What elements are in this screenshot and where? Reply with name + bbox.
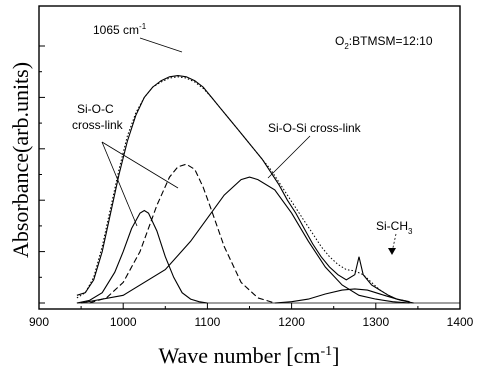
sich3-label: Si-CH3 xyxy=(376,219,413,236)
sioc-pointer-b xyxy=(101,141,179,189)
x-tick-label: 1400 xyxy=(447,315,474,329)
series-line-2 xyxy=(76,76,410,303)
y-axis-title: Absorbance(arb.units) xyxy=(8,62,33,258)
sich3-pointer xyxy=(391,233,397,253)
x-axis-title: Wave number [cm-1] xyxy=(159,343,340,368)
siosi-pointer xyxy=(267,135,311,179)
sich3-arrowhead xyxy=(388,248,396,255)
sioc-pointer-a xyxy=(101,141,138,227)
x-tick-label: 1100 xyxy=(194,315,220,329)
sioc-label-line2: cross-link xyxy=(72,118,124,132)
peak-label: 1065 cm-1 xyxy=(93,22,147,37)
y-ticks xyxy=(39,45,45,304)
x-tick-label: 1200 xyxy=(278,315,305,329)
x-tick-label: 1300 xyxy=(362,315,389,329)
series-group xyxy=(76,75,460,304)
series-line-6 xyxy=(274,288,414,304)
siosi-label: Si-O-Si cross-link xyxy=(268,121,362,135)
x-tick-label: 900 xyxy=(29,315,49,329)
series-line-4 xyxy=(89,163,275,304)
peak-pointer xyxy=(139,37,183,53)
plot-frame xyxy=(38,5,461,310)
x-tick-label: 1000 xyxy=(110,315,137,329)
series-line-3 xyxy=(76,209,208,304)
series-line-5 xyxy=(81,176,410,304)
condition-label: O2:BTMSM=12:10 xyxy=(335,34,433,51)
x-ticks: 900 1000 1100 1200 1300 1400 xyxy=(29,303,474,329)
series-line-1 xyxy=(76,75,410,303)
sioc-label-line1: Si-O-C xyxy=(77,102,114,116)
